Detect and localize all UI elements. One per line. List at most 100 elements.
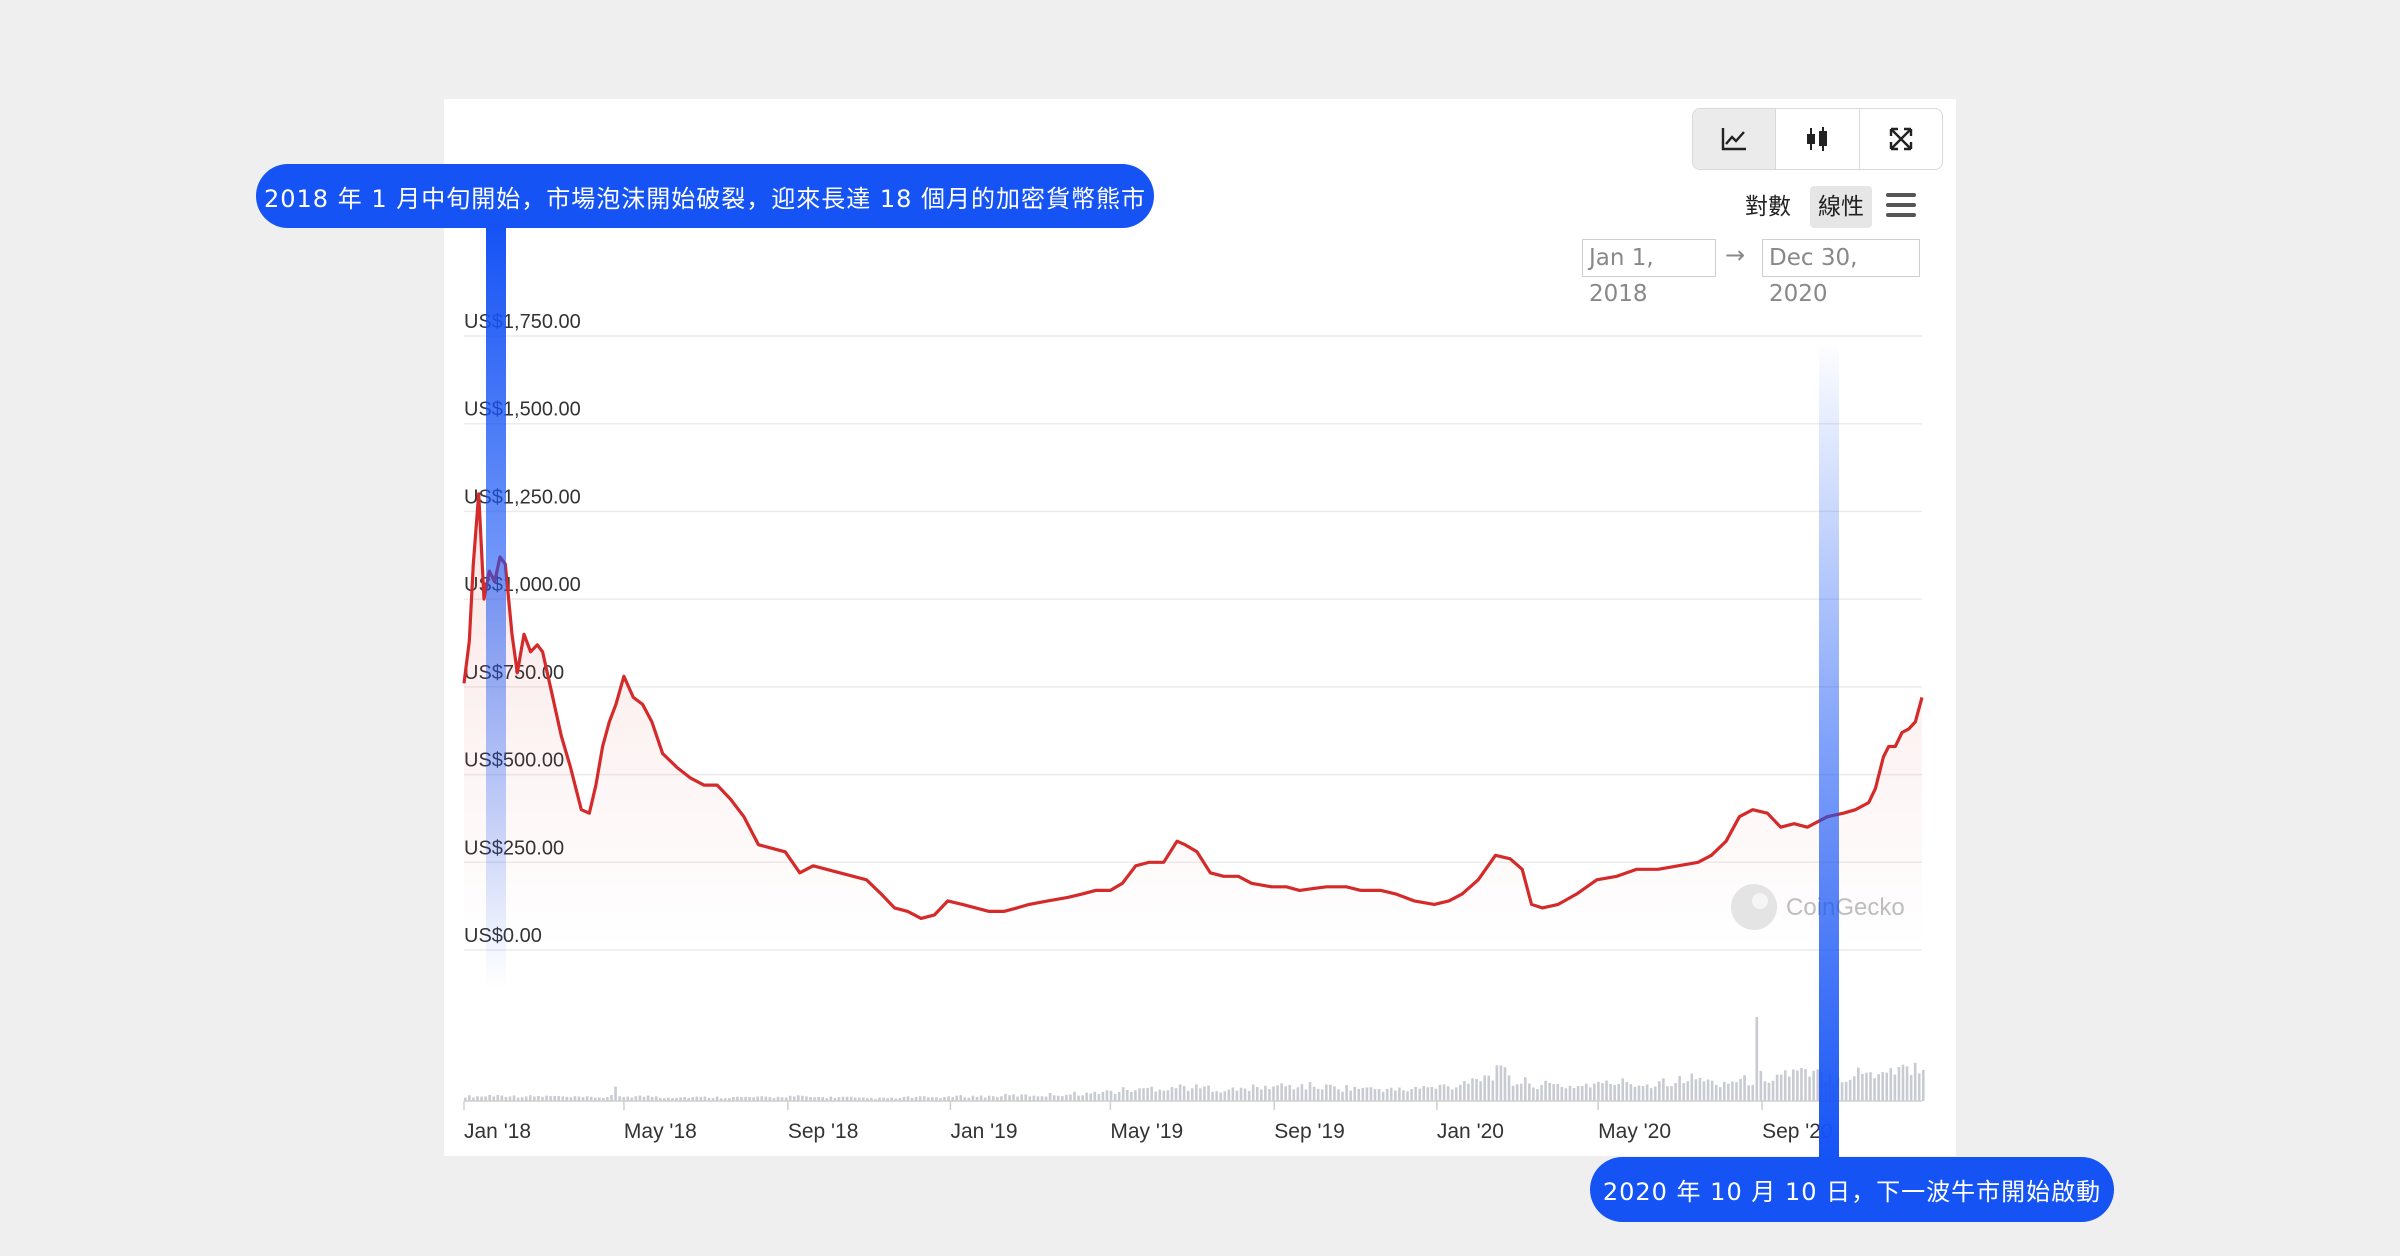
volume-bar bbox=[1771, 1080, 1775, 1101]
volume-bar bbox=[1747, 1085, 1750, 1101]
volume-bar bbox=[1162, 1090, 1166, 1101]
volume-bar bbox=[732, 1097, 735, 1101]
volume-bar bbox=[565, 1096, 569, 1101]
volume-bar bbox=[1316, 1088, 1320, 1101]
volume-bar bbox=[1779, 1074, 1783, 1101]
volume-bar bbox=[1227, 1089, 1231, 1101]
volume-bar bbox=[1056, 1095, 1060, 1101]
volume-bar bbox=[626, 1096, 630, 1101]
volume-bar bbox=[707, 1097, 711, 1101]
volume-bar bbox=[557, 1096, 561, 1101]
volume-bar bbox=[683, 1097, 686, 1101]
volume-bar bbox=[1239, 1087, 1243, 1101]
volume-bar bbox=[1848, 1079, 1852, 1101]
x-axis-labels: Jan '18 May '18 Sep '18 Jan '19 May '19 Sep '… bbox=[463, 1100, 1922, 1143]
volume-bar bbox=[1426, 1087, 1430, 1101]
fullscreen-icon bbox=[1889, 127, 1913, 151]
volume-bar bbox=[890, 1097, 894, 1101]
volume-bar bbox=[1617, 1083, 1621, 1101]
volume-bar bbox=[1901, 1064, 1905, 1101]
volume-bar bbox=[500, 1095, 504, 1101]
volume-bar bbox=[1264, 1085, 1267, 1101]
volume-bar bbox=[1398, 1087, 1401, 1101]
volume-bar bbox=[1503, 1067, 1507, 1101]
volume-bar bbox=[1670, 1086, 1673, 1101]
volume-bar bbox=[549, 1096, 552, 1101]
volume-bar bbox=[553, 1095, 556, 1101]
volume-bar bbox=[1377, 1088, 1381, 1101]
log-scale-toggle[interactable]: 對數 bbox=[1745, 194, 1791, 220]
volume-bar bbox=[947, 1096, 950, 1101]
volume-bar bbox=[1597, 1081, 1600, 1101]
volume-bar bbox=[1641, 1086, 1645, 1101]
volume-bar bbox=[1674, 1083, 1677, 1101]
volume-bar bbox=[524, 1096, 528, 1101]
x-tick-label: Jan '19 bbox=[950, 1120, 1017, 1143]
volume-bar bbox=[1495, 1065, 1499, 1101]
volume-bar bbox=[1714, 1084, 1718, 1101]
volume-bar bbox=[740, 1097, 743, 1101]
volume-bar bbox=[488, 1095, 491, 1101]
volume-bar bbox=[1154, 1091, 1158, 1101]
date-range-to-input[interactable]: Dec 30, 2020 bbox=[1762, 239, 1920, 307]
volume-bar bbox=[931, 1097, 934, 1101]
volume-bar bbox=[1893, 1074, 1897, 1101]
volume-bar bbox=[1690, 1073, 1694, 1101]
volume-bar bbox=[784, 1097, 788, 1101]
volume-bar bbox=[589, 1096, 593, 1101]
volume-bar bbox=[699, 1096, 703, 1101]
volume-bar bbox=[1028, 1096, 1032, 1101]
volume-bar bbox=[1560, 1086, 1564, 1101]
volume-bar bbox=[1320, 1089, 1324, 1101]
volume-bar bbox=[1686, 1081, 1690, 1101]
volume-bar bbox=[537, 1095, 540, 1101]
volume-bar bbox=[1763, 1081, 1767, 1101]
volume-bar bbox=[736, 1096, 739, 1101]
volume-bar bbox=[829, 1096, 833, 1101]
volume-bar bbox=[1308, 1082, 1312, 1101]
volume-bar bbox=[837, 1097, 841, 1101]
volume-bar bbox=[768, 1097, 772, 1101]
volume-bar bbox=[1130, 1091, 1133, 1101]
volume-bar bbox=[1402, 1090, 1405, 1101]
fullscreen-button[interactable] bbox=[1860, 109, 1942, 169]
volume-bar bbox=[1292, 1089, 1296, 1101]
volume-bar bbox=[727, 1098, 731, 1101]
volume-bar bbox=[1434, 1088, 1438, 1101]
date-range-arrow: → bbox=[1725, 241, 1746, 269]
volume-bar bbox=[634, 1096, 638, 1101]
volume-bar bbox=[1873, 1078, 1876, 1101]
volume-bar bbox=[1410, 1089, 1413, 1101]
watermark-text: CoinGecko bbox=[1786, 894, 1905, 921]
volume-bar bbox=[1032, 1095, 1036, 1101]
linear-scale-toggle[interactable]: 線性 bbox=[1810, 186, 1872, 228]
volume-bar bbox=[1414, 1086, 1417, 1101]
volume-bar bbox=[1389, 1087, 1393, 1101]
volume-bar bbox=[1422, 1085, 1426, 1101]
date-range-from-input[interactable]: Jan 1, 2018 bbox=[1582, 239, 1716, 307]
volume-bar bbox=[1024, 1094, 1028, 1101]
volume-bar bbox=[813, 1097, 816, 1101]
x-tick-label: Jan '18 bbox=[464, 1120, 531, 1143]
volume-bar bbox=[1268, 1089, 1271, 1101]
volume-bar bbox=[1324, 1084, 1328, 1101]
volume-bar bbox=[870, 1097, 873, 1101]
volume-bar bbox=[914, 1096, 918, 1101]
volume-bar bbox=[1804, 1069, 1807, 1101]
hamburger-menu-icon[interactable] bbox=[1886, 192, 1916, 218]
volume-bar bbox=[1869, 1072, 1872, 1101]
volume-bar bbox=[541, 1096, 544, 1101]
volume-bar bbox=[1329, 1084, 1332, 1101]
volume-bar bbox=[1499, 1065, 1503, 1101]
volume-bar bbox=[1260, 1089, 1263, 1101]
volume-bar bbox=[1012, 1094, 1015, 1101]
annotation-callout-top: 2018 年 1 月中旬開始，市場泡沫開始破裂，迎來長達 18 個月的加密貨幣熊… bbox=[256, 164, 1154, 228]
volume-bar bbox=[1528, 1083, 1531, 1101]
candlestick-button[interactable] bbox=[1776, 109, 1860, 169]
volume-bar bbox=[1662, 1078, 1665, 1101]
volume-bar bbox=[1653, 1086, 1657, 1101]
volume-bar bbox=[780, 1097, 784, 1101]
line-chart-button[interactable] bbox=[1693, 109, 1777, 169]
volume-bar bbox=[1739, 1078, 1742, 1101]
volume-bar bbox=[878, 1097, 881, 1101]
